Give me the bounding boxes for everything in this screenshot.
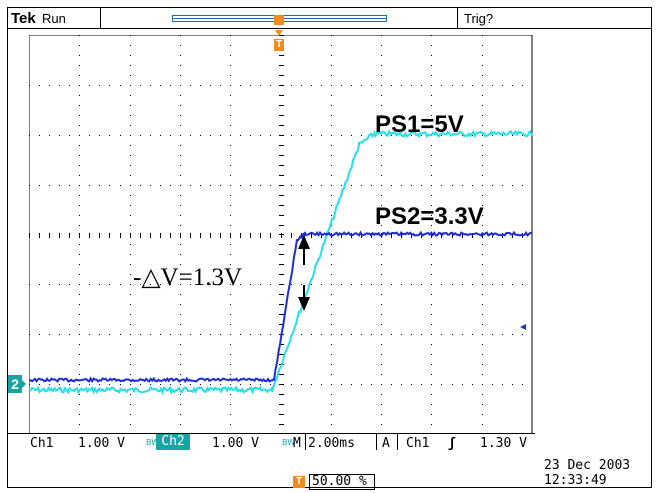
trigger-position-marker[interactable]: T: [273, 12, 285, 52]
ch1-bw-mark: BW: [146, 438, 160, 447]
trigger-level[interactable]: 1.30 V: [480, 436, 527, 451]
timebase[interactable]: 2.00ms: [308, 436, 355, 451]
readout-bar: [8, 433, 535, 451]
ch2-ground-marker[interactable]: 2: [8, 375, 26, 395]
status-divider: [100, 8, 101, 28]
ch1-waveform: [29, 129, 533, 396]
ch2-scale[interactable]: 1.00 V: [212, 436, 259, 451]
ch2-bw-mark: BW: [282, 438, 296, 447]
brand-logo: Tek: [11, 10, 36, 27]
acquisition-state: Run: [42, 11, 66, 26]
ch1-level-arrow-icon: [520, 324, 526, 330]
ch2-waveform: [29, 230, 533, 384]
timestamp-date: 23 Dec 2003: [544, 458, 631, 473]
timestamp: 23 Dec 2003 12:33:49: [544, 458, 630, 488]
trigger-slope-icon[interactable]: ʃ: [448, 436, 456, 451]
trigger-position-readout[interactable]: 50.00 %: [309, 474, 375, 490]
ch2-marker-label: 2: [11, 376, 19, 392]
trigger-mode[interactable]: A: [382, 436, 390, 451]
ch1-name[interactable]: Ch1: [30, 436, 54, 451]
ps2-label: PS2=3.3V: [375, 203, 484, 230]
readout-divider: [305, 433, 306, 450]
scope-frame: [7, 7, 652, 488]
trigger-marker-icon: [274, 15, 284, 51]
trigger-marker-label: T: [275, 39, 283, 50]
ground-marker-icon: [8, 375, 26, 393]
delta-arrow: [298, 235, 310, 311]
timestamp-time: 12:33:49: [544, 473, 607, 488]
trigger-status: Trig?: [464, 11, 494, 26]
ch2-name[interactable]: Ch2: [156, 434, 190, 450]
timebase-prefix: M: [293, 436, 301, 451]
readout-divider: [376, 433, 377, 450]
ch1-scale[interactable]: 1.00 V: [78, 436, 125, 451]
trigger-position-icon: T: [293, 476, 305, 488]
ps1-label: PS1=5V: [375, 111, 464, 138]
trigger-source[interactable]: Ch1: [406, 436, 430, 451]
status-divider: [457, 8, 458, 28]
graticule: [29, 35, 523, 425]
waveform-display: PS1=5V PS2=3.3V -△V=1.3V: [29, 35, 533, 435]
delta-voltage-label: -△V=1.3V: [133, 264, 242, 291]
readout-divider: [397, 433, 398, 450]
